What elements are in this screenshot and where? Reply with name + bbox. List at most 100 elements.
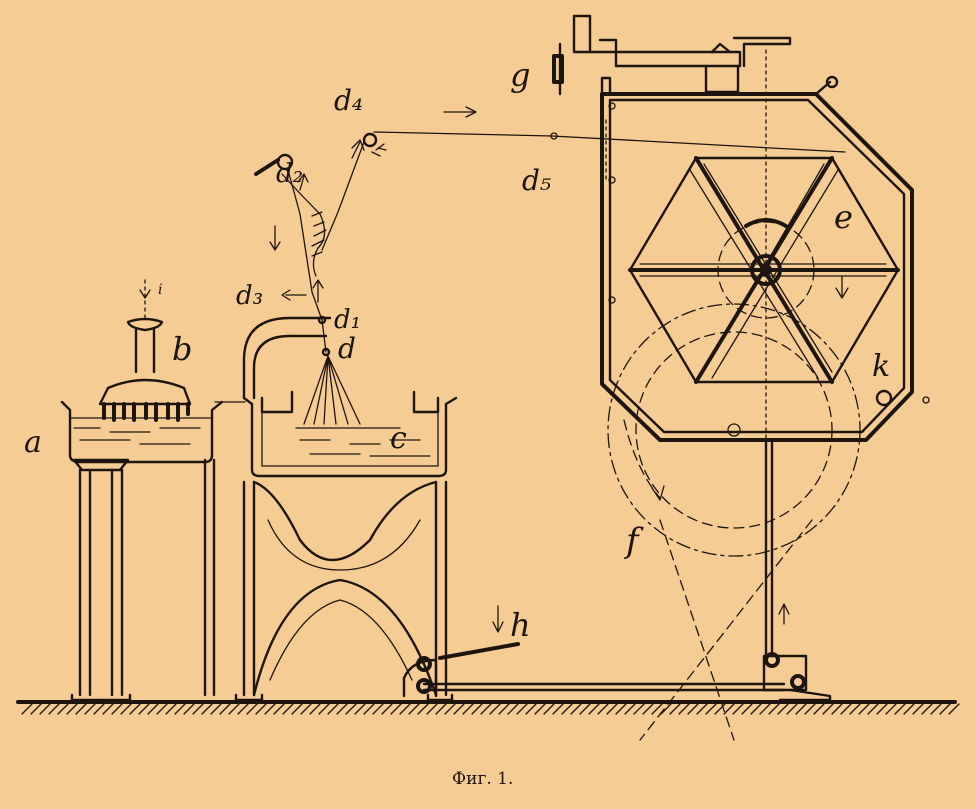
label-d3: d₃: [236, 281, 263, 311]
floor-hatch-line: [840, 703, 852, 715]
floor-hatch-line: [732, 703, 744, 715]
floor-hatch-line: [408, 703, 420, 715]
floor-hatch-line: [795, 703, 807, 715]
bath-c: [242, 316, 458, 478]
floor-hatch-line: [246, 703, 258, 715]
floor-hatch-line: [804, 703, 816, 715]
floor-hatch-line: [102, 703, 114, 715]
floor-hatch-line: [210, 703, 222, 715]
floor-hatch-line: [327, 703, 339, 715]
floor-hatch-line: [516, 703, 528, 715]
floor-hatch-line: [921, 703, 933, 715]
floor-hatch-line: [669, 703, 681, 715]
floor-hatch-line: [21, 703, 33, 715]
label-d: d: [338, 332, 356, 365]
label-d4: d₄: [334, 84, 363, 117]
floor-hatch-line: [147, 703, 159, 715]
bath-stand: [234, 480, 454, 702]
floor-hatch-line: [444, 703, 456, 715]
floor-hatch-line: [84, 703, 96, 715]
floor-hatch-line: [786, 703, 798, 715]
floor-hatch-line: [687, 703, 699, 715]
label-g: g: [510, 56, 530, 94]
floor-hatch-line: [534, 703, 546, 715]
floor-hatch-line: [426, 703, 438, 715]
floor-hatch-line: [705, 703, 717, 715]
floor-hatch-line: [75, 703, 87, 715]
floor-hatch-line: [615, 703, 627, 715]
floor-hatch-line: [30, 703, 42, 715]
floor-hatch-line: [633, 703, 645, 715]
floor-hatch-line: [561, 703, 573, 715]
floor-hatch-line: [264, 703, 276, 715]
floor-hatch-line: [300, 703, 312, 715]
floor-hatch-line: [480, 703, 492, 715]
label-d5: d₅: [522, 164, 551, 197]
floor-hatch-line: [525, 703, 537, 715]
floor-hatch-line: [660, 703, 672, 715]
floor-hatch-line: [363, 703, 375, 715]
floor-hatch-line: [174, 703, 186, 715]
floor-hatch-line: [399, 703, 411, 715]
floor-hatch-line: [813, 703, 825, 715]
floor-hatch-line: [156, 703, 168, 715]
floor-hatch-line: [912, 703, 924, 715]
floor-hatch-line: [120, 703, 132, 715]
label-e: e: [834, 198, 853, 236]
label-f: f: [623, 521, 644, 561]
floor-hatch-line: [255, 703, 267, 715]
floor-hatch-line: [417, 703, 429, 715]
label-k: k: [872, 349, 890, 384]
floor-hatch-line: [822, 703, 834, 715]
floor-hatch-line: [831, 703, 843, 715]
floor-hatch-line: [273, 703, 285, 715]
floor-hatch-line: [336, 703, 348, 715]
floor-hatch-line: [606, 703, 618, 715]
floor-hatch-line: [282, 703, 294, 715]
floor-hatch-line: [489, 703, 501, 715]
floor-hatch-line: [624, 703, 636, 715]
floor-hatch-line: [741, 703, 753, 715]
vessel-a: [60, 400, 246, 464]
treadle-mechanism: [402, 438, 832, 702]
floor-hatch-line: [345, 703, 357, 715]
floor-hatch-line: [93, 703, 105, 715]
floor-hatch-line: [723, 703, 735, 715]
floor-hatch-line: [867, 703, 879, 715]
floor-hatch-line: [39, 703, 51, 715]
floor-hatch-line: [579, 703, 591, 715]
floor-hatch-line: [750, 703, 762, 715]
floor-hatch-line: [471, 703, 483, 715]
floor-hatch-line: [759, 703, 771, 715]
label-b: b: [172, 330, 192, 368]
reel-frame: [552, 14, 930, 442]
floor-hatch-line: [138, 703, 150, 715]
floor-hatch-line: [354, 703, 366, 715]
floor-hatch-line: [48, 703, 60, 715]
floor-hatch-line: [381, 703, 393, 715]
floor-hatch-line: [435, 703, 447, 715]
floor-hatch-line: [111, 703, 123, 715]
pin-k: [875, 389, 893, 407]
floor-hatch-line: [507, 703, 519, 715]
floor-hatch-line: [642, 703, 654, 715]
label-d2: d₂: [276, 159, 303, 189]
figure-caption: Фиг. 1.: [452, 769, 513, 789]
floor-hatch-line: [183, 703, 195, 715]
floor-hatch-line: [894, 703, 906, 715]
label-d1: d₁: [334, 305, 361, 335]
floor-hatch-line: [939, 703, 951, 715]
floor-hatch-line: [930, 703, 942, 715]
floor-hatch-line: [372, 703, 384, 715]
floor-hatch-line: [219, 703, 231, 715]
floor-hatch-line: [237, 703, 249, 715]
floor-hatch-line: [597, 703, 609, 715]
floor-hatch-line: [777, 703, 789, 715]
floor-hatch-line: [588, 703, 600, 715]
left-stand: [70, 458, 216, 702]
floor-hatch-line: [318, 703, 330, 715]
floor-hatch-line: [678, 703, 690, 715]
floor-hatch-line: [291, 703, 303, 715]
floor-hatch-line: [543, 703, 555, 715]
